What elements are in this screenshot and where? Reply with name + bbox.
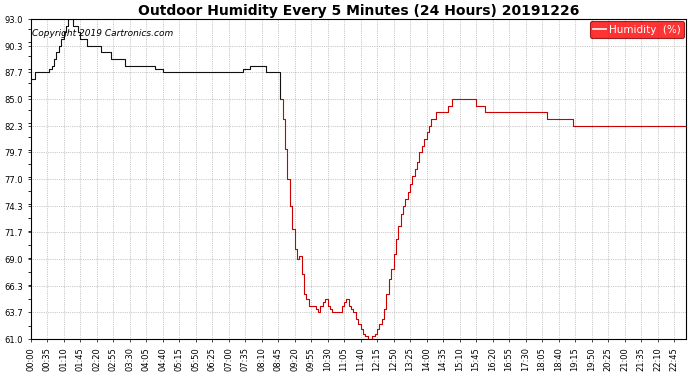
Text: Copyright 2019 Cartronics.com: Copyright 2019 Cartronics.com bbox=[32, 29, 173, 38]
Title: Outdoor Humidity Every 5 Minutes (24 Hours) 20191226: Outdoor Humidity Every 5 Minutes (24 Hou… bbox=[137, 4, 579, 18]
Legend: Humidity  (%): Humidity (%) bbox=[590, 21, 684, 38]
